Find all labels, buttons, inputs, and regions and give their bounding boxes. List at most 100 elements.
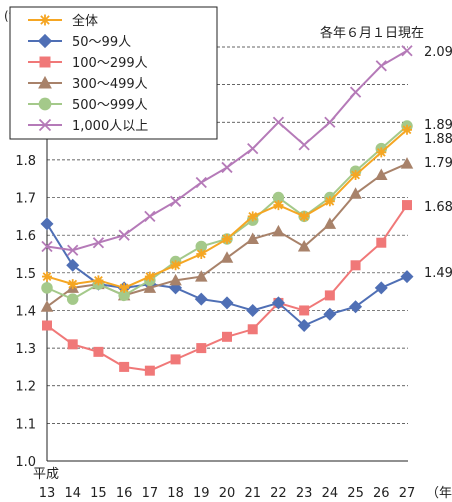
legend-label: 1,000人以上 [72,119,148,134]
x-tick-label: 24 [322,486,339,501]
data-point [247,211,258,222]
axis-layer: 1.01.11.21.31.41.51.61.71.81.92.02.11314… [4,9,452,501]
data-point [375,168,388,180]
data-point [143,281,157,293]
data-point [324,290,335,301]
data-point [272,191,285,204]
data-point [196,249,207,259]
series-4 [41,120,413,305]
y-tick-label: 1.5 [15,267,36,282]
data-point [67,339,78,350]
data-point [247,324,258,335]
date-note: 各年６月１日現在 [320,25,424,41]
data-point [375,60,387,72]
legend-item: 300～499人 [28,75,148,92]
legend-marker [38,118,52,132]
data-point [195,176,207,189]
data-point [297,319,311,333]
legend-marker [39,56,51,68]
data-point [66,258,80,272]
data-point [196,343,207,354]
data-point [119,361,130,372]
data-point [299,211,310,222]
end-value-label: 1.68 [424,200,452,215]
data-point [349,86,362,98]
end-value-label: 1.49 [424,266,452,281]
data-point [323,307,337,321]
data-point [40,217,54,231]
legend-label: 500～999人 [72,98,148,113]
data-point [41,282,53,294]
data-point [272,116,285,128]
series-5 [41,45,413,256]
data-point [247,142,259,155]
end-value-label: 1.79 [424,156,452,171]
data-point [93,275,104,286]
data-point [400,157,414,169]
data-point [119,282,130,293]
legend-item: 1,000人以上 [28,118,148,134]
data-point [324,116,336,128]
legend-marker [37,33,53,49]
legend-marker [39,14,51,26]
data-point [376,237,387,248]
x-tick-label: 15 [90,486,107,501]
data-point [350,260,361,271]
x-tick-label: 22 [270,486,287,501]
x-tick-label: 17 [142,486,159,501]
data-point [271,296,285,310]
data-point [349,187,362,199]
legend-marker [38,97,52,111]
data-point [118,229,130,241]
data-point [67,279,78,290]
data-point [169,273,182,286]
x-tick-label: 27 [399,486,416,501]
data-point [170,354,181,365]
y-tick-label: 1.8 [15,154,36,169]
y-tick-label: 1.7 [15,192,36,207]
end-value-label: 1.88 [424,132,452,147]
y-tick-label: 1.6 [15,229,36,244]
data-point [297,239,311,252]
end-value-label: 2.09 [424,45,452,60]
x-tick-label: 25 [347,486,364,501]
x-tick-label: 14 [64,486,81,501]
data-point [246,232,259,244]
data-point [144,365,155,376]
data-point [40,300,54,312]
data-point [272,224,285,237]
data-point [401,45,413,57]
data-point [298,139,310,151]
data-point [400,270,414,284]
series-layer [40,45,414,376]
data-point [374,281,388,295]
x-tick-label: 21 [244,486,261,501]
series-line [46,125,408,301]
data-point [42,271,52,282]
y-tick-label: 1.3 [15,342,36,357]
data-point [222,331,232,342]
y-tick-label: 1.4 [15,304,36,319]
x-era-label: 平成 [33,467,59,482]
legend-label: 100～299人 [72,56,148,71]
data-point [195,270,208,282]
legend-item: 500～999人 [28,97,148,113]
x-tick-label: 13 [39,486,56,501]
data-point [169,195,182,207]
legend-marker [38,75,52,89]
data-point [220,296,234,310]
data-point [170,260,181,271]
data-point [195,240,208,253]
data-point [144,210,156,223]
x-unit-label: （年） [426,486,452,501]
data-point [220,251,234,263]
data-point [246,303,260,317]
data-point [144,271,155,282]
data-point [42,320,52,331]
legend-item: 全体 [28,13,98,29]
y-tick-label: 1.0 [15,455,36,470]
data-point [118,289,130,302]
legend-label: 300～499人 [72,77,148,92]
series-0 [42,124,412,293]
